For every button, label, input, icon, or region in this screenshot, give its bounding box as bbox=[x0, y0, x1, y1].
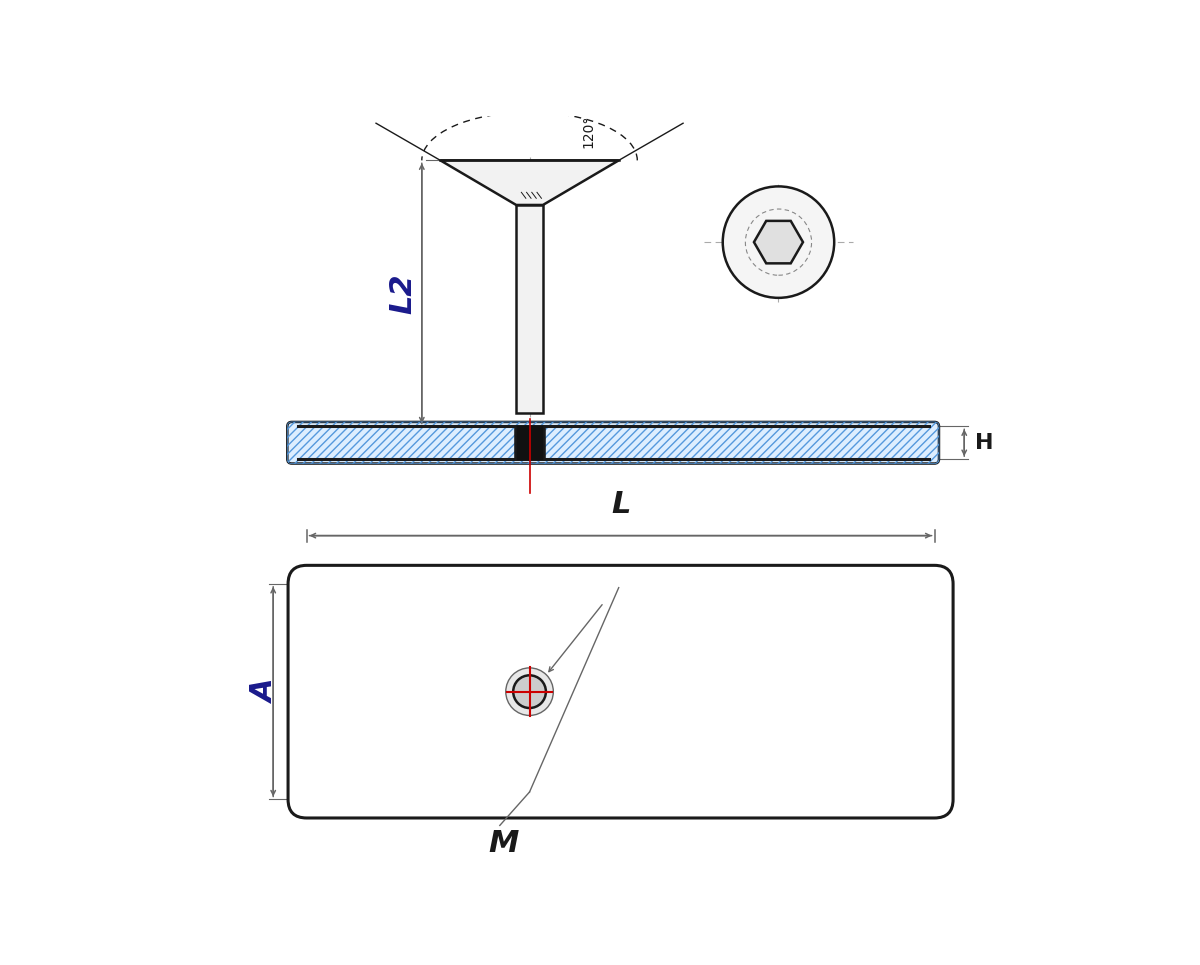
Text: A: A bbox=[251, 680, 281, 703]
Text: H: H bbox=[976, 432, 994, 453]
FancyBboxPatch shape bbox=[287, 422, 938, 463]
FancyBboxPatch shape bbox=[288, 565, 953, 818]
Polygon shape bbox=[754, 221, 803, 263]
Text: L2: L2 bbox=[389, 273, 418, 314]
Text: 120°: 120° bbox=[582, 115, 596, 148]
Circle shape bbox=[505, 668, 553, 715]
Polygon shape bbox=[440, 160, 619, 205]
Bar bbox=[516, 205, 542, 413]
Circle shape bbox=[722, 186, 834, 298]
Circle shape bbox=[514, 676, 546, 708]
Text: M: M bbox=[488, 829, 520, 858]
Text: L: L bbox=[611, 490, 630, 519]
